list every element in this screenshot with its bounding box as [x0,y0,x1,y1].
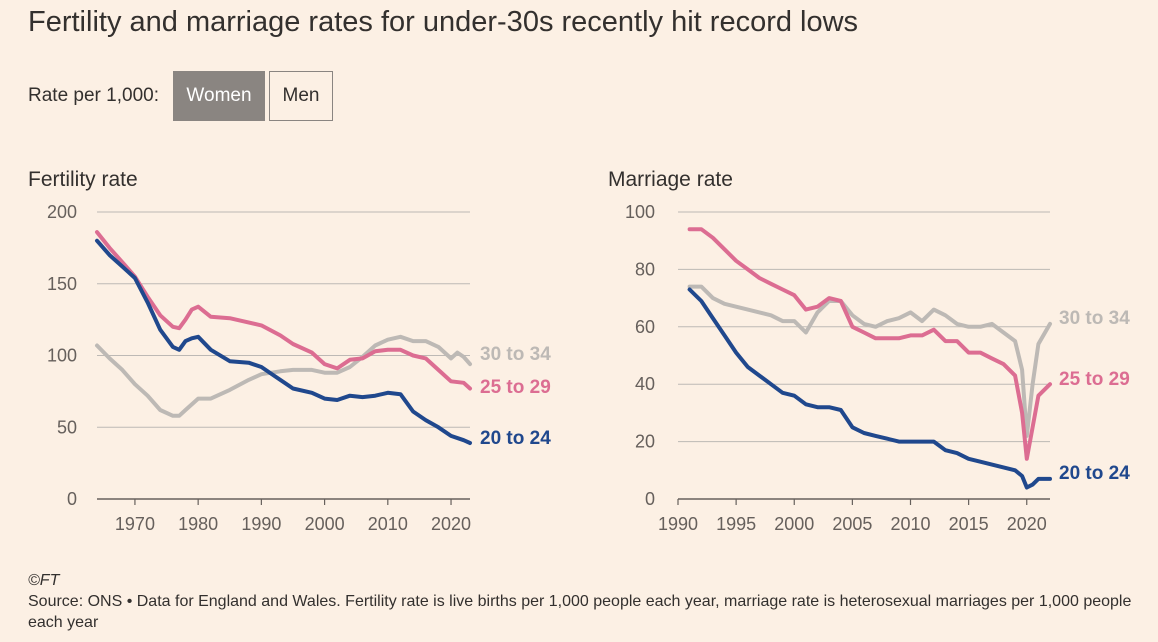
marriage-x-tick-label: 1990 [658,514,698,534]
chart-title-main: Fertility and marriage rates for under-3… [28,6,859,38]
source-note: Source: ONS • Data for England and Wales… [28,593,1132,631]
marriage-y-tick-label: 40 [635,374,655,394]
marriage-line-25-to-29 [687,227,1052,461]
men-toggle-button[interactable]: Men [268,71,333,121]
marriage-series-label-30-to-34: 30 to 34 [1059,308,1130,329]
fertility-x-tick-label: 1970 [115,514,155,534]
fertility-series-label-25-to-29: 25 to 29 [480,377,551,398]
fertility-x-tick-label: 2020 [431,514,471,534]
marriage-series-label-20-to-24: 20 to 24 [1059,463,1130,484]
fertility-chart-title: Fertility rate [28,168,138,191]
fertility-x-tick-label: 2010 [368,514,408,534]
fertility-y-tick-label: 100 [47,346,77,366]
fertility-line-30-to-34 [95,334,472,418]
fertility-y-tick-label: 50 [57,417,77,437]
marriage-x-tick-label: 2000 [774,514,814,534]
marriage-line-20-to-24 [687,287,1052,490]
marriage-y-tick-label: 0 [645,489,655,509]
marriage-y-tick-label: 100 [625,202,655,222]
marriage-x-tick-label: 2020 [1007,514,1047,534]
marriage-x-tick-label: 2005 [832,514,872,534]
marriage-x-tick-label: 2010 [890,514,930,534]
marriage-chart-title: Marriage rate [608,168,733,191]
marriage-x-tick-label: 1995 [716,514,756,534]
fertility-x-tick-label: 2000 [305,514,345,534]
marriage-x-tick-label: 2015 [949,514,989,534]
fertility-y-tick-label: 150 [47,274,77,294]
rate-toggle-group: Rate per 1,000: Women Men [28,71,333,121]
copyright-note: ©FT [28,572,60,589]
fertility-y-tick-label: 0 [67,489,77,509]
fertility-line-20-to-24 [95,238,472,445]
fertility-y-tick-label: 200 [47,202,77,222]
marriage-y-tick-label: 20 [635,432,655,452]
fertility-x-tick-label: 1980 [178,514,218,534]
fertility-line-25-to-29 [95,230,472,391]
fertility-series-label-30-to-34: 30 to 34 [480,344,551,365]
marriage-line-30-to-34 [687,284,1052,438]
marriage-y-tick-label: 60 [635,317,655,337]
rate-toggle-label: Rate per 1,000: [28,85,159,106]
marriage-series-label-25-to-29: 25 to 29 [1059,369,1130,390]
footer: ©FT Source: ONS • Data for England and W… [28,570,1138,633]
fertility-x-tick-label: 1990 [241,514,281,534]
fertility-series-label-20-to-24: 20 to 24 [480,428,551,449]
marriage-y-tick-label: 80 [635,259,655,279]
women-toggle-button[interactable]: Women [172,71,265,121]
